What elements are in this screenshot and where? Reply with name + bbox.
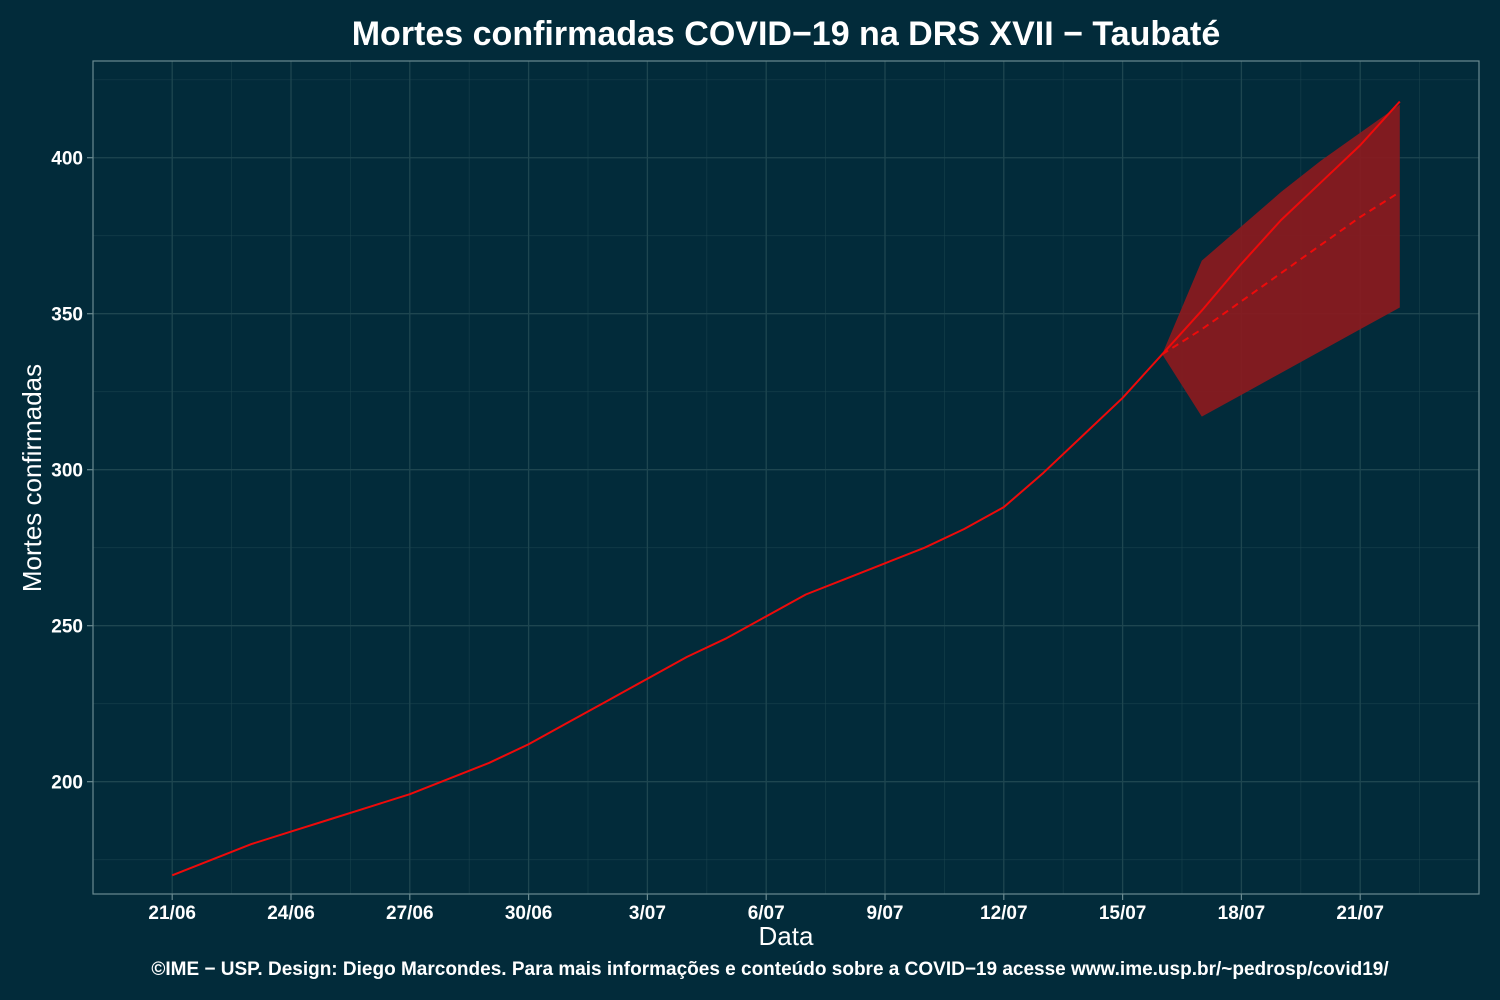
x-tick-label: 24/06 xyxy=(267,903,315,924)
x-tick-label: 9/07 xyxy=(867,903,904,924)
deaths-series-line xyxy=(171,100,1401,877)
x-tick-label: 27/06 xyxy=(386,903,434,924)
x-tick-label: 15/07 xyxy=(1099,903,1147,924)
x-tick-label: 21/06 xyxy=(148,903,196,924)
y-tick-label: 200 xyxy=(51,773,83,794)
x-axis-label: Data xyxy=(759,921,814,951)
series-layer xyxy=(171,100,1401,877)
plot-frame xyxy=(92,60,1480,895)
chart-caption: ©IME − USP. Design: Diego Marcondes. Par… xyxy=(151,959,1389,980)
chart-title: Mortes confirmadas COVID−19 na DRS XVII … xyxy=(352,15,1221,53)
x-tick-label: 21/07 xyxy=(1336,903,1384,924)
x-tick-label: 18/07 xyxy=(1218,903,1266,924)
x-tick-label: 30/06 xyxy=(505,903,553,924)
x-tick-label: 6/07 xyxy=(748,903,785,924)
y-axis-label: Mortes confirmadas xyxy=(17,364,47,592)
y-tick-label: 300 xyxy=(51,461,83,482)
y-tick-label: 250 xyxy=(51,617,83,638)
y-tick-label: 400 xyxy=(51,149,83,170)
y-tick-label: 350 xyxy=(51,305,83,326)
x-tick-label: 3/07 xyxy=(629,903,666,924)
forecast-band-layer xyxy=(1162,104,1400,417)
forecast-band xyxy=(1162,104,1400,417)
forecast-median-line xyxy=(1161,191,1401,356)
y-axis-ticks: 200 250 300 350 400 xyxy=(51,149,93,794)
grid-lines xyxy=(93,61,1479,894)
x-tick-label: 12/07 xyxy=(980,903,1028,924)
x-axis-ticks: 21/06 24/06 27/06 30/06 3/07 6/07 9/07 12/07 15/… xyxy=(148,894,1384,924)
